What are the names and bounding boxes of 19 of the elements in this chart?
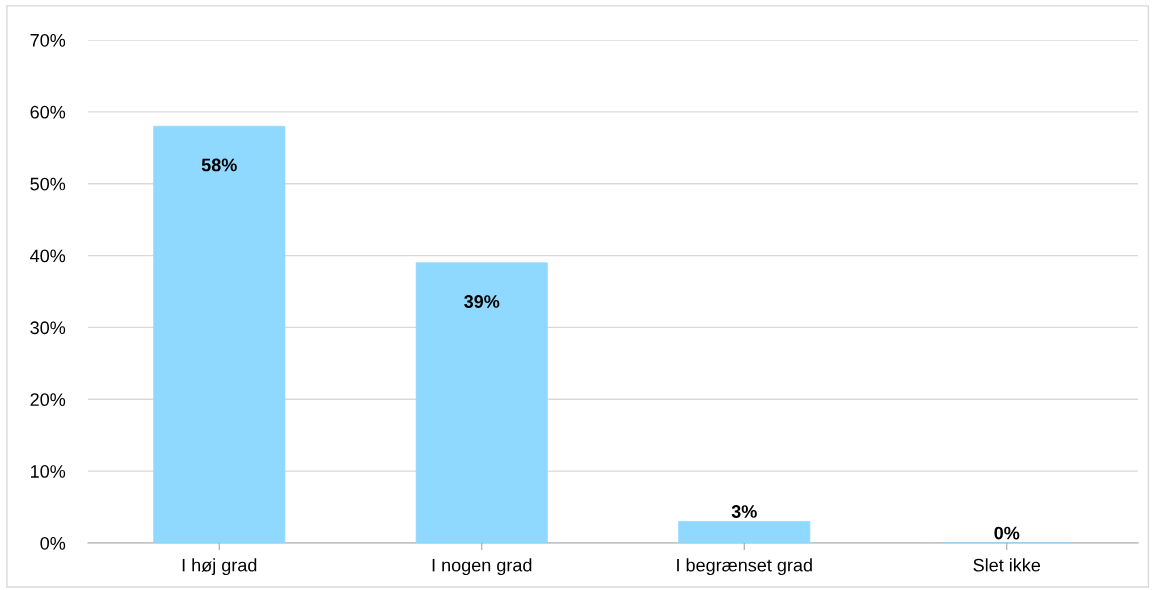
bar (415, 262, 548, 543)
bar (153, 125, 286, 543)
data-label: 39% (464, 295, 500, 308)
y-tick-label: 0% (40, 536, 66, 550)
y-tick-label: 10% (31, 465, 66, 478)
data-label: 58% (201, 158, 237, 172)
y-tick-label: 70% (30, 33, 66, 47)
data-label: 3% (731, 505, 757, 518)
y-tick-label: 50% (30, 177, 66, 191)
bar (678, 521, 811, 543)
y-tick-label: 60% (30, 105, 66, 119)
y-tick-label: 40% (30, 249, 66, 263)
x-tick-label: I begrænset grad (677, 558, 812, 576)
x-tick-label: I nogen grad (432, 558, 532, 576)
x-tick-label: I høj grad (182, 558, 257, 576)
x-tick-label: Slet ikke (973, 558, 1041, 572)
y-tick-label: 30% (30, 321, 66, 335)
data-label: 0% (994, 526, 1020, 540)
y-tick-label: 20% (30, 393, 66, 407)
